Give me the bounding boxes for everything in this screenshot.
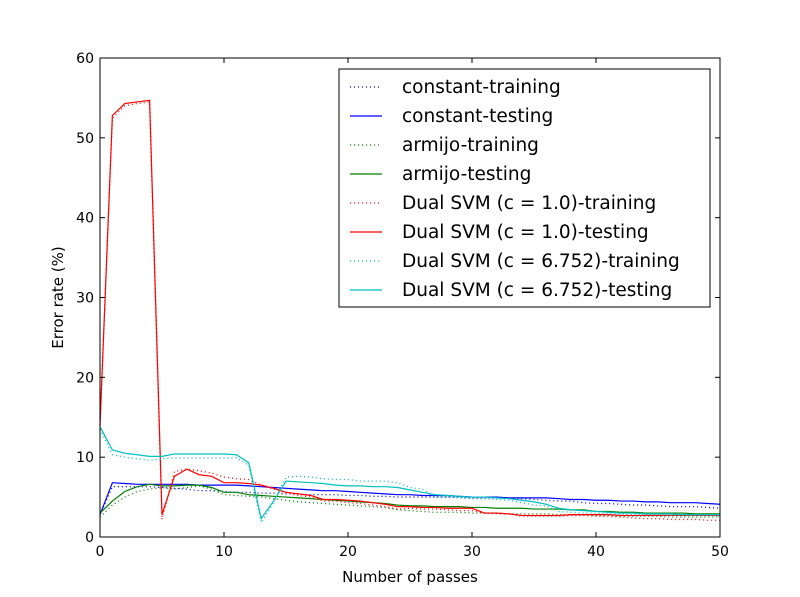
legend-frame [338, 68, 711, 308]
x-tick-label: 10 [215, 544, 233, 560]
series-line-3 [99, 483, 720, 515]
legend: constant-training constant-testing armijo-… [338, 68, 711, 308]
legend-label: armijo-testing [402, 164, 531, 185]
legend-label: armijo-training [402, 135, 539, 156]
y-tick-label: 30 [76, 291, 94, 307]
y-tick-label: 0 [85, 530, 94, 546]
legend-label: Dual SVM (c = 6.752)-training [402, 251, 680, 272]
y-tick-label: 10 [76, 450, 94, 466]
x-tick-label: 0 [96, 544, 105, 560]
y-axis-label: Error rate (%) [49, 246, 67, 349]
series-line-2 [99, 485, 720, 518]
series-line-7 [99, 426, 720, 521]
series-line-5 [99, 99, 720, 517]
x-axis-label: Number of passes [342, 568, 478, 586]
x-tick-label: 40 [587, 544, 605, 560]
x-tick-label: 50 [711, 544, 729, 560]
legend-label: Dual SVM (c = 1.0)-testing [402, 222, 649, 243]
series-layer [99, 99, 721, 525]
y-tick-label: 60 [76, 51, 94, 67]
legend-label: Dual SVM (c = 6.752)-testing [402, 280, 672, 301]
legend-label: constant-testing [402, 106, 553, 127]
series-line-0 [99, 486, 721, 515]
x-tick-label: 30 [463, 544, 481, 560]
y-tick-label: 40 [76, 211, 94, 227]
legend-label: constant-training [402, 77, 561, 98]
x-tick-label: 20 [339, 544, 357, 560]
ticks-layer: 0 10 20 30 40 50 0 10 20 30 40 50 60 [76, 51, 729, 560]
y-tick-label: 50 [76, 131, 94, 147]
y-tick-label: 20 [76, 370, 94, 386]
series-line-1 [99, 482, 721, 515]
legend-label: Dual SVM (c = 1.0)-training [402, 193, 656, 214]
